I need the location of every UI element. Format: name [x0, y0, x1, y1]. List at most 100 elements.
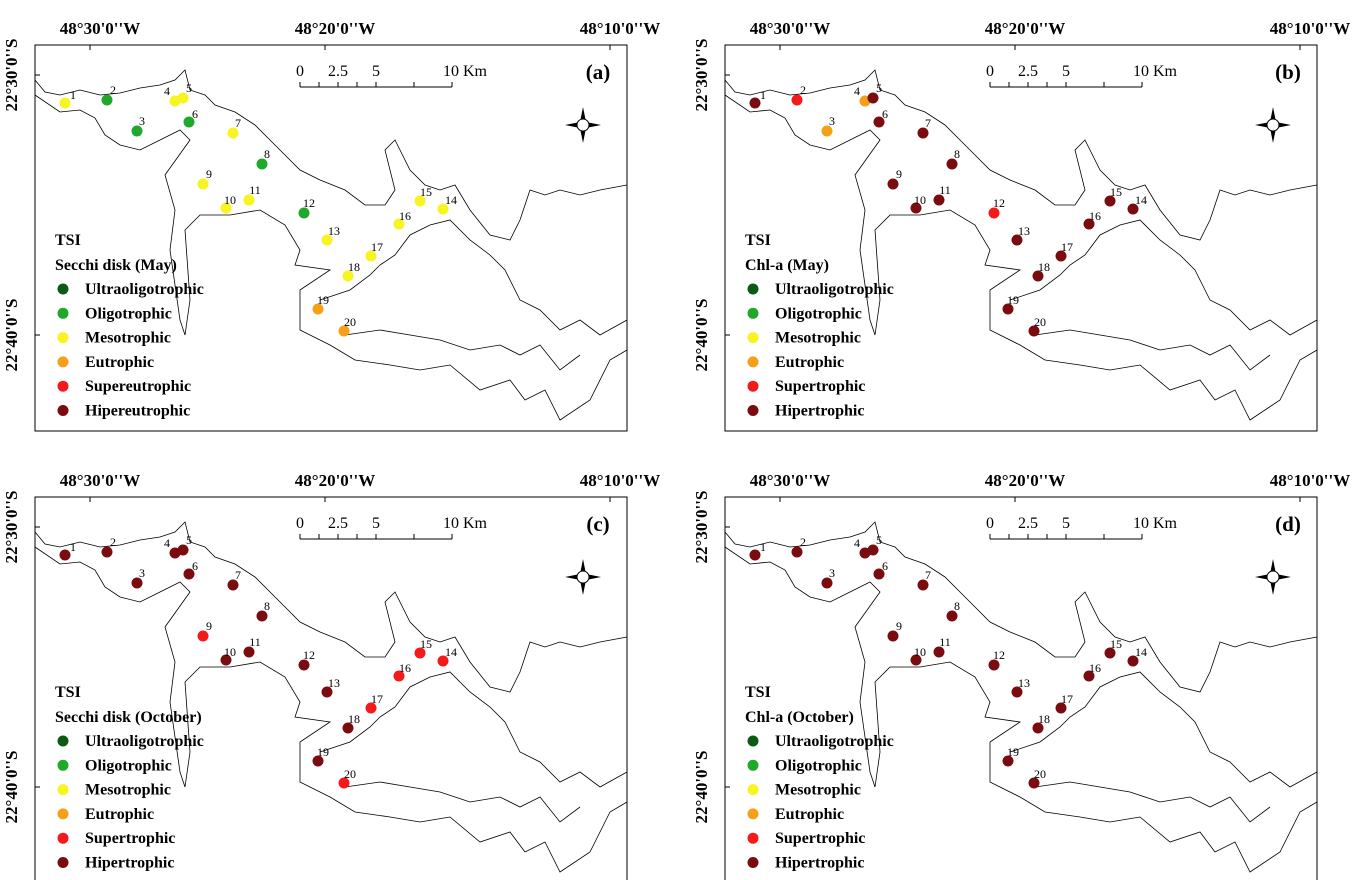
- scale-label: 10 Km: [443, 515, 488, 532]
- legend-item: Oligotrophic: [85, 305, 172, 322]
- station-number: 2: [110, 83, 116, 97]
- sampling-station: [1032, 270, 1044, 282]
- legend-swatch: [747, 332, 759, 344]
- station-number: 3: [829, 566, 835, 580]
- sampling-station: [177, 92, 189, 104]
- legend-swatch: [57, 735, 69, 747]
- station-number: 17: [1061, 692, 1073, 706]
- legend-swatch: [747, 759, 759, 771]
- sampling-station: [867, 92, 879, 104]
- panel-label: (d): [1275, 512, 1301, 536]
- station-number: 16: [1089, 661, 1101, 675]
- sampling-station: [131, 125, 143, 137]
- station-number: 8: [264, 599, 270, 613]
- sampling-station: [946, 158, 958, 170]
- station-number: 6: [882, 559, 888, 573]
- sampling-station: [338, 325, 350, 337]
- sampling-station: [321, 234, 333, 246]
- station-number: 18: [1038, 260, 1050, 274]
- legend-item: Supertrophic: [775, 378, 865, 395]
- station-number: 13: [1018, 224, 1030, 238]
- scale-label: 5: [372, 515, 380, 532]
- sampling-station: [243, 646, 255, 658]
- station-number: 6: [882, 107, 888, 121]
- legend-swatch: [747, 380, 759, 392]
- map-panel: 48°30'0''W 48°20'0''W 48°10'0''W 22°30'0''S…: [692, 471, 1350, 880]
- legend-swatch: [747, 735, 759, 747]
- legend-subtitle: Secchi disk (October): [55, 709, 202, 726]
- sampling-station: [867, 544, 879, 556]
- sampling-station: [821, 577, 833, 589]
- compass-ring: [1266, 570, 1280, 584]
- panel-label: (a): [586, 60, 611, 84]
- sampling-station: [749, 549, 761, 561]
- station-number: 20: [344, 767, 356, 781]
- legend-swatch: [747, 283, 759, 295]
- sampling-station: [365, 702, 377, 714]
- legend-item: Eutrophic: [775, 354, 844, 371]
- sampling-station: [1127, 203, 1139, 215]
- station-number: 9: [206, 167, 212, 181]
- legend-swatch: [57, 356, 69, 368]
- station-number: 3: [139, 566, 145, 580]
- sampling-station: [312, 303, 324, 315]
- legend-item: Ultraoligotrophic: [775, 733, 894, 750]
- sampling-station: [256, 610, 268, 622]
- sampling-station: [243, 194, 255, 206]
- compass-ring: [576, 570, 590, 584]
- reservoir-outline: [724, 94, 1318, 421]
- legend-title: TSI: [55, 684, 81, 701]
- sampling-station: [1011, 234, 1023, 246]
- station-number: 20: [1034, 315, 1046, 329]
- legend-swatch: [57, 784, 69, 796]
- station-number: 1: [70, 540, 76, 554]
- legend-subtitle: Secchi disk (May): [55, 257, 177, 274]
- legend-swatch: [57, 857, 69, 868]
- legend-swatch: [57, 808, 69, 820]
- scale-label: 2.5: [328, 515, 348, 532]
- legend-swatch: [747, 405, 759, 416]
- station-number: 5: [186, 533, 192, 547]
- sampling-station: [946, 610, 958, 622]
- station-number: 20: [344, 315, 356, 329]
- sampling-station: [59, 549, 71, 561]
- legend-swatch: [57, 307, 69, 319]
- sampling-station: [220, 654, 232, 666]
- station-number: 4: [854, 84, 860, 98]
- sampling-station: [101, 94, 113, 106]
- legend-item: Mesotrophic: [85, 782, 171, 799]
- map-frame: [724, 496, 1318, 880]
- station-number: 13: [328, 224, 340, 238]
- sampling-station: [749, 97, 761, 109]
- scale-label: 5: [1062, 63, 1070, 80]
- station-number: 12: [303, 196, 315, 210]
- compass-ring: [1266, 118, 1280, 132]
- station-number: 16: [399, 661, 411, 675]
- legend-item: Eutrophic: [85, 806, 154, 823]
- sampling-station: [338, 777, 350, 789]
- sampling-station: [1002, 303, 1014, 315]
- station-number: 10: [914, 645, 926, 659]
- sampling-station: [1083, 218, 1095, 230]
- station-number: 12: [993, 648, 1005, 662]
- station-number: 17: [371, 692, 383, 706]
- sampling-station: [393, 218, 405, 230]
- longitude-label: 48°30'0''W: [750, 19, 830, 38]
- reservoir-outline: [34, 546, 628, 873]
- sampling-station: [873, 568, 885, 580]
- legend-item: Mesotrophic: [775, 782, 861, 799]
- station-number: 19: [1007, 745, 1019, 759]
- longitude-label: 48°10'0''W: [1270, 19, 1350, 38]
- sampling-station: [791, 94, 803, 106]
- sampling-station: [988, 207, 1000, 219]
- scale-label: 0: [296, 63, 304, 80]
- reservoir-outline: [34, 69, 628, 241]
- sampling-station: [131, 577, 143, 589]
- longitude-label: 48°20'0''W: [985, 19, 1065, 38]
- scale-label: 5: [372, 63, 380, 80]
- legend-item: Ultraoligotrophic: [775, 281, 894, 298]
- station-number: 2: [800, 535, 806, 549]
- station-number: 8: [264, 147, 270, 161]
- latitude-label: 22°40'0''S: [692, 299, 711, 372]
